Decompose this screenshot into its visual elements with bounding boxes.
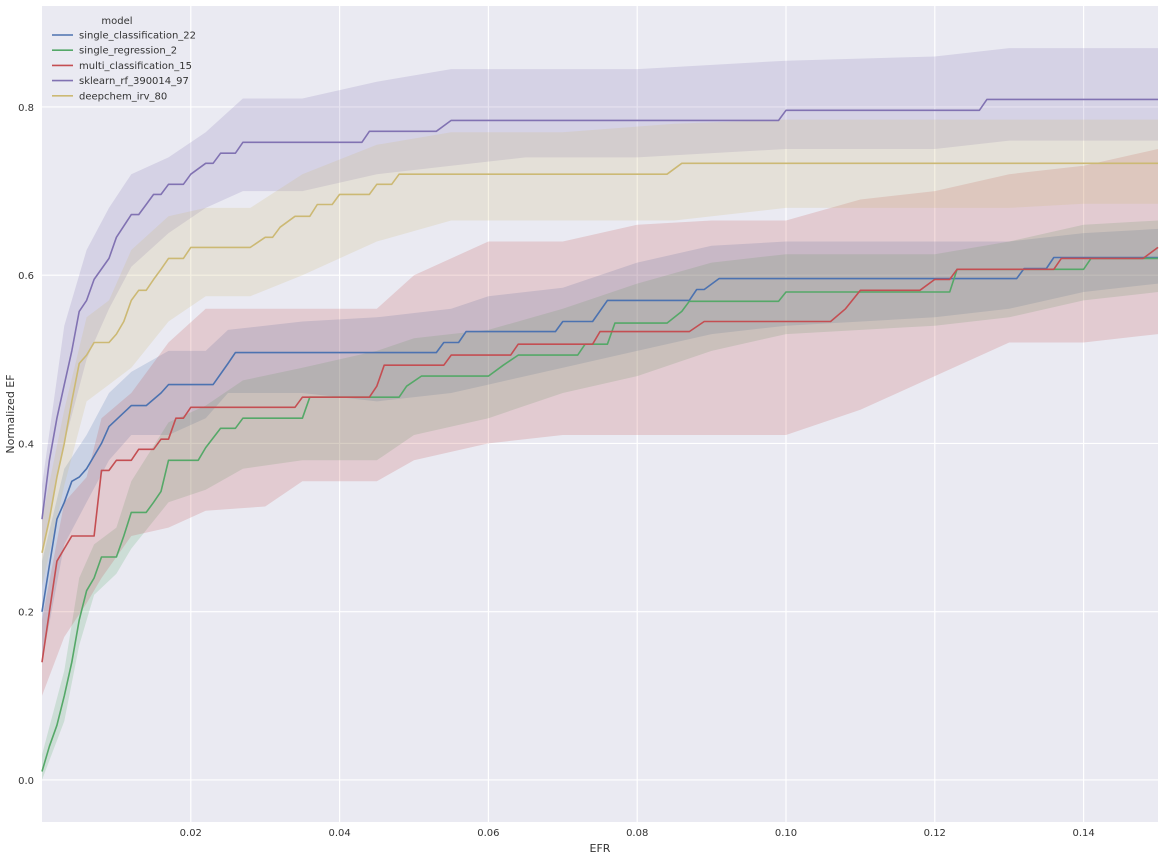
y-tick-label: 0.0: [18, 776, 34, 787]
legend-label-deepchem-irv-80: deepchem_irv_80: [79, 91, 167, 102]
legend-label-multi-classification-15: multi_classification_15: [79, 61, 192, 72]
y-tick-label: 0.2: [18, 608, 34, 619]
x-tick-label: 0.04: [328, 828, 350, 839]
line-single-classification-22: [41, 256, 1158, 612]
x-tick-label: 0.08: [626, 828, 648, 839]
legend-label-single-classification-22: single_classification_22: [79, 31, 196, 42]
line-single-regression-2: [41, 257, 1158, 772]
line-multi-classification-15: [41, 246, 1159, 663]
legend-title: model: [101, 16, 132, 27]
x-tick-label: 0.06: [477, 828, 499, 839]
x-axis-label: EFR: [590, 842, 611, 855]
line-sklearn-rf-390014-97: [41, 98, 1158, 520]
x-tick-label: 0.12: [924, 828, 946, 839]
band-deepchem-irv-80: [42, 119, 1158, 587]
line-deepchem-irv-80: [41, 162, 1158, 553]
plot-background: [42, 6, 1158, 822]
band-sklearn-rf-390014-97: [42, 48, 1158, 553]
y-tick-label: 0.4: [18, 439, 34, 450]
x-tick-label: 0.10: [775, 828, 797, 839]
y-axis-label: Normalized EF: [4, 374, 17, 453]
y-tick-label: 0.6: [18, 271, 34, 282]
axis-ticks: 0.02 0.04 0.06 0.08 0.10 0.12 0.14 0.0 0.2 0.4 0.6…: [18, 103, 1095, 839]
grid: [42, 6, 1158, 822]
series-lines: [41, 98, 1159, 772]
x-tick-label: 0.02: [180, 828, 202, 839]
x-tick-label: 0.14: [1072, 828, 1094, 839]
band-multi-classification-15: [42, 149, 1158, 696]
legend-label-single-regression-2: single_regression_2: [79, 46, 177, 57]
legend: model single_classification_22 single_reg…: [52, 16, 196, 102]
band-single-classification-22: [42, 228, 1158, 663]
legend-label-sklearn-rf-390014-97: sklearn_rf_390014_97: [79, 76, 189, 87]
y-tick-label: 0.8: [18, 103, 34, 114]
